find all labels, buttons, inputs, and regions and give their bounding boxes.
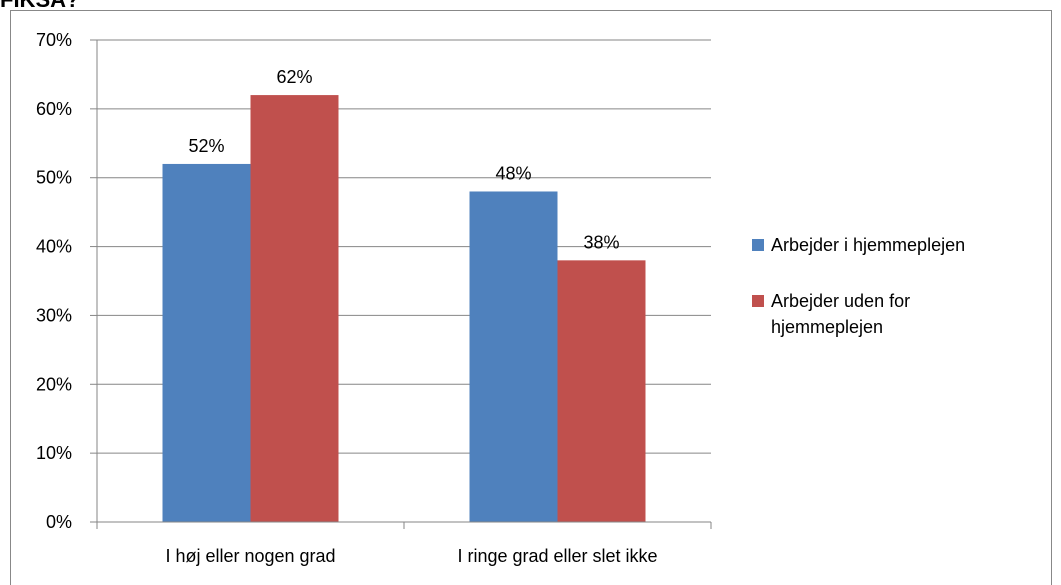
x-tick-label: I høj eller nogen grad <box>165 546 335 566</box>
data-label: 48% <box>495 163 531 183</box>
y-tick-label: 60% <box>36 99 72 119</box>
y-tick-label: 30% <box>36 305 72 325</box>
x-tick-label: I ringe grad eller slet ikke <box>457 546 657 566</box>
y-tick-label: 0% <box>46 512 72 532</box>
bar <box>162 163 251 522</box>
bar <box>557 260 646 522</box>
bar <box>469 191 558 522</box>
heading: FIKSA? <box>0 0 79 12</box>
y-tick-label: 40% <box>36 237 72 257</box>
data-label: 38% <box>583 232 619 252</box>
legend-label: Arbejder uden for hjemmeplejen <box>771 291 911 337</box>
legend-item: Arbejder i hjemmeplejen <box>752 232 982 258</box>
y-tick-label: 20% <box>36 374 72 394</box>
y-tick-label: 10% <box>36 443 72 463</box>
legend-swatch <box>752 295 764 307</box>
bar <box>250 95 339 522</box>
legend-swatch <box>752 239 764 251</box>
data-label: 62% <box>276 67 312 87</box>
legend: Arbejder i hjemmeplejen Arbejder uden for… <box>752 232 982 370</box>
y-tick-label: 50% <box>36 168 72 188</box>
data-label: 52% <box>188 136 224 156</box>
legend-label: Arbejder i hjemmeplejen <box>771 235 966 255</box>
y-tick-label: 70% <box>36 30 72 50</box>
legend-item: Arbejder uden for hjemmeplejen <box>752 288 982 340</box>
